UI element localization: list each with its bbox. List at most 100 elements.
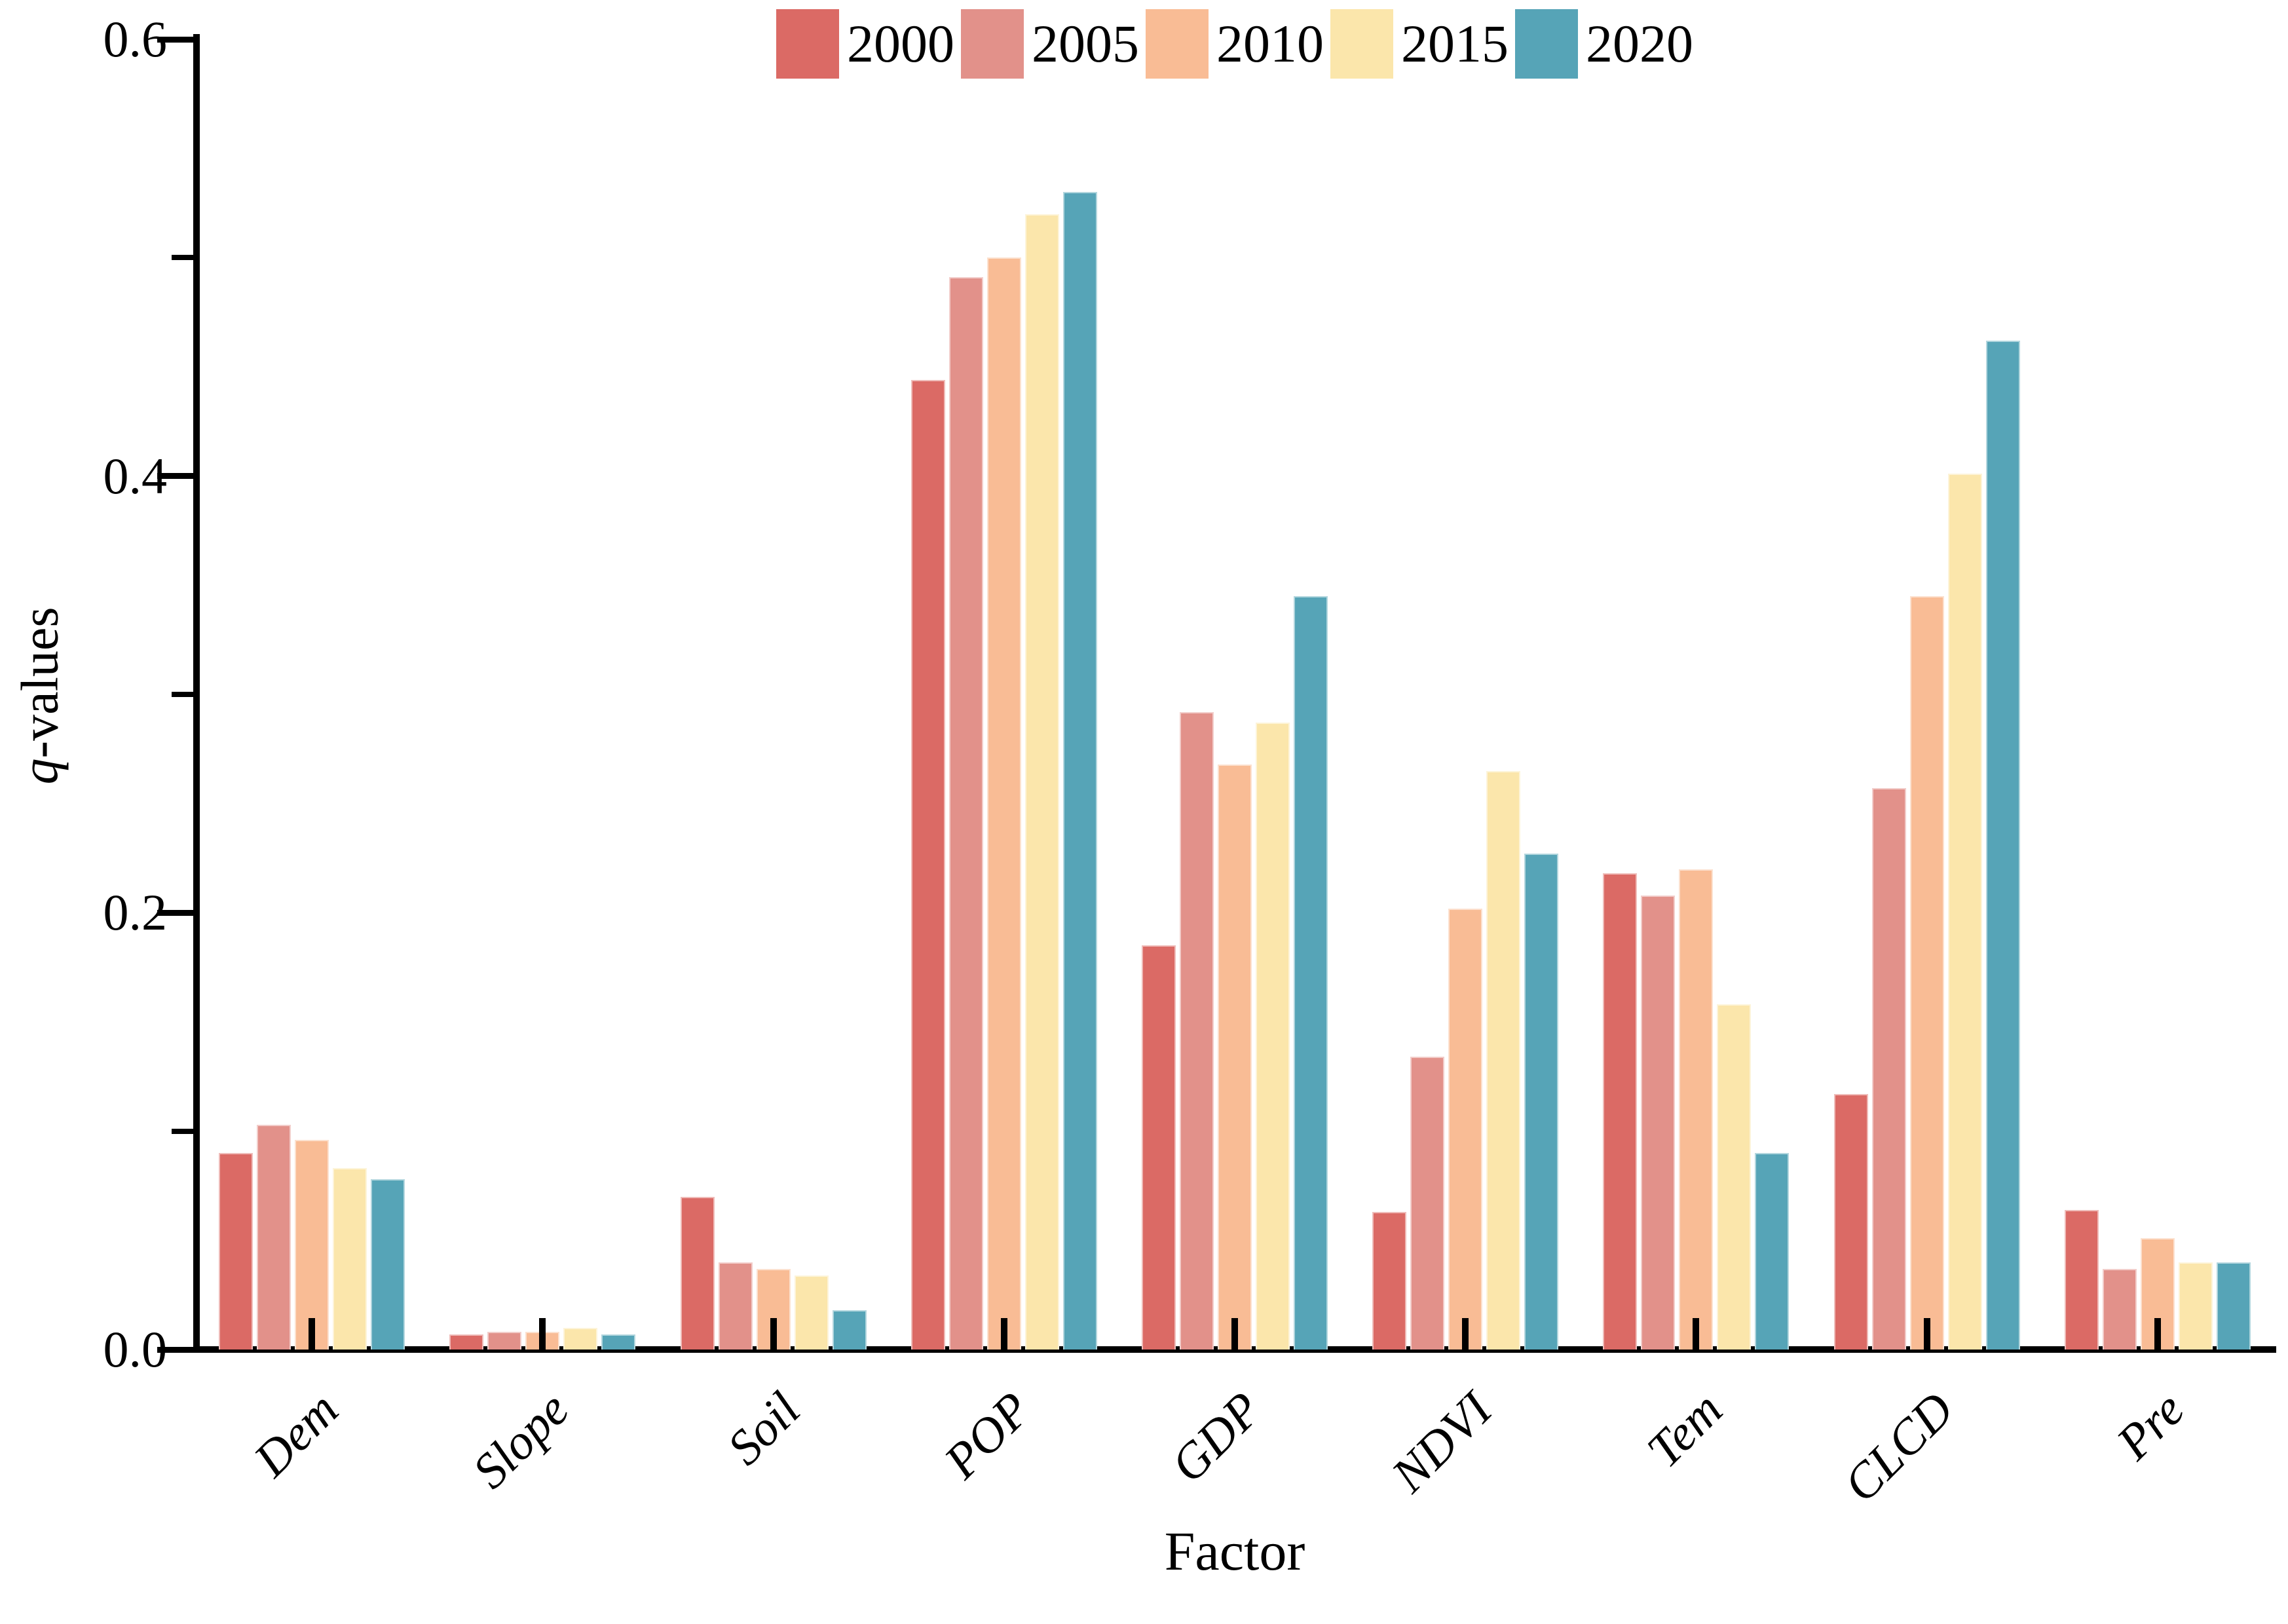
legend-label-2005: 2005 <box>1032 14 1139 73</box>
x-tick-Dem <box>309 1318 316 1350</box>
x-tick-label-Pre: Pre <box>2106 1382 2195 1471</box>
y-major-tick-0.0 <box>157 1346 194 1353</box>
bar-Pre-2015 <box>2178 1262 2213 1350</box>
bar-NDVI-2000 <box>1372 1212 1407 1350</box>
y-axis-title-rest: -values <box>11 607 69 759</box>
bar-GDP-2010 <box>1217 764 1252 1350</box>
bar-Dem-2010 <box>295 1140 329 1350</box>
bar-CLCD-2005 <box>1871 788 1906 1350</box>
legend-item-2005: 2005 <box>961 9 1139 79</box>
bar-CLCD-2015 <box>1947 474 1982 1350</box>
bar-Slope-2000 <box>449 1334 484 1350</box>
legend-swatch-2010 <box>1146 9 1209 79</box>
bar-Pre-2005 <box>2102 1268 2137 1350</box>
y-axis-spine <box>193 34 200 1353</box>
y-tick-label-0.0: 0.0 <box>103 1321 168 1378</box>
bar-Pre-2020 <box>2216 1262 2251 1350</box>
x-tick-label-Dem: Dem <box>243 1382 349 1488</box>
legend-item-2000: 2000 <box>776 9 954 79</box>
bar-Dem-2020 <box>371 1179 405 1350</box>
x-tick-label-CLCD: CLCD <box>1833 1382 1964 1513</box>
x-tick-label-Slope: Slope <box>462 1382 580 1499</box>
bar-Dem-2000 <box>219 1153 253 1350</box>
bar-GDP-2020 <box>1293 596 1328 1350</box>
y-tick-label-0.6: 0.6 <box>103 10 168 67</box>
bar-GDP-2005 <box>1179 711 1214 1350</box>
bar-group-NDVI: NDVI <box>1350 39 1581 1503</box>
bar-Slope-2020 <box>601 1334 636 1350</box>
x-tick-POP <box>1000 1318 1007 1350</box>
bar-POP-2010 <box>986 257 1021 1350</box>
bar-group-Soil: Soil <box>658 39 888 1475</box>
bar-Tem-2020 <box>1755 1153 1790 1350</box>
bar-Tem-2005 <box>1641 895 1676 1350</box>
bar-group-POP: POP <box>889 39 1119 1489</box>
legend-swatch-2015 <box>1330 9 1393 79</box>
bar-Dem-2005 <box>257 1124 291 1350</box>
bar-Soil-2005 <box>718 1262 753 1350</box>
bar-Soil-2015 <box>794 1275 829 1350</box>
bar-group-Pre: Pre <box>2042 39 2273 1470</box>
bar-CLCD-2020 <box>1985 341 2020 1350</box>
bar-NDVI-2010 <box>1448 908 1483 1350</box>
bar-group-Slope: Slope <box>427 39 658 1499</box>
bar-Slope-2005 <box>487 1332 522 1350</box>
y-minor-tick-0.5 <box>172 255 194 261</box>
legend-label-2015: 2015 <box>1401 14 1509 73</box>
bar-Slope-2015 <box>563 1327 598 1350</box>
bar-GDP-2000 <box>1141 945 1176 1350</box>
bar-Soil-2020 <box>832 1310 867 1350</box>
x-tick-label-POP: POP <box>933 1382 1041 1490</box>
y-minor-tick-0.3 <box>172 692 194 697</box>
y-tick-label-0.4: 0.4 <box>103 447 168 504</box>
bar-POP-2020 <box>1062 192 1097 1350</box>
legend-swatch-2020 <box>1515 9 1578 79</box>
y-axis-title-italic: q <box>11 758 69 785</box>
bar-POP-2005 <box>948 277 983 1350</box>
x-tick-GDP <box>1231 1318 1238 1350</box>
x-axis-title: Factor <box>1164 1521 1305 1582</box>
bar-GDP-2015 <box>1255 723 1290 1350</box>
y-minor-tick-0.1 <box>172 1128 194 1134</box>
bar-NDVI-2015 <box>1486 770 1521 1350</box>
x-tick-Pre <box>2154 1318 2161 1350</box>
x-tick-CLCD <box>1923 1318 1930 1350</box>
bar-Pre-2000 <box>2064 1209 2099 1350</box>
bar-Soil-2000 <box>680 1196 715 1350</box>
x-tick-Tem <box>1693 1318 1700 1350</box>
bar-CLCD-2000 <box>1833 1094 1868 1350</box>
x-tick-label-GDP: GDP <box>1160 1382 1272 1494</box>
x-tick-label-Soil: Soil <box>717 1382 811 1476</box>
x-tick-Slope <box>539 1318 546 1350</box>
bar-Dem-2015 <box>333 1168 367 1350</box>
legend-swatch-2005 <box>961 9 1024 79</box>
bar-POP-2015 <box>1024 214 1059 1350</box>
legend-item-2020: 2020 <box>1515 9 1693 79</box>
y-tick-label-0.2: 0.2 <box>103 884 168 941</box>
bar-CLCD-2010 <box>1909 596 1944 1350</box>
legend-item-2010: 2010 <box>1146 9 1324 79</box>
legend-item-2015: 2015 <box>1330 9 1509 79</box>
x-tick-label-NDVI: NDVI <box>1381 1382 1503 1503</box>
legend-label-2000: 2000 <box>847 14 954 73</box>
bar-group-Dem: Dem <box>197 39 427 1487</box>
chart-legend: 2000 2005 2010 2015 2020 <box>197 9 2273 79</box>
y-major-tick-0.2 <box>157 909 194 916</box>
x-tick-Soil <box>770 1318 777 1350</box>
legend-swatch-2000 <box>776 9 839 79</box>
legend-label-2020: 2020 <box>1586 14 1693 73</box>
bar-Tem-2000 <box>1603 873 1638 1350</box>
bar-Tem-2010 <box>1679 869 1714 1350</box>
bar-group-Tem: Tem <box>1581 39 1811 1478</box>
y-major-tick-0.4 <box>157 473 194 480</box>
x-tick-label-Tem: Tem <box>1636 1382 1733 1479</box>
plot-area: Dem Slope Soil POP GDP NDVI Tem CLCD Pre <box>197 39 2273 1513</box>
y-major-tick-0.6 <box>157 36 194 43</box>
bar-group-CLCD: CLCD <box>1812 39 2042 1513</box>
bar-group-GDP: GDP <box>1119 39 1350 1493</box>
x-axis-spine <box>193 1346 2276 1353</box>
bar-NDVI-2005 <box>1410 1057 1445 1350</box>
bar-POP-2000 <box>910 380 945 1350</box>
legend-label-2010: 2010 <box>1216 14 1324 73</box>
